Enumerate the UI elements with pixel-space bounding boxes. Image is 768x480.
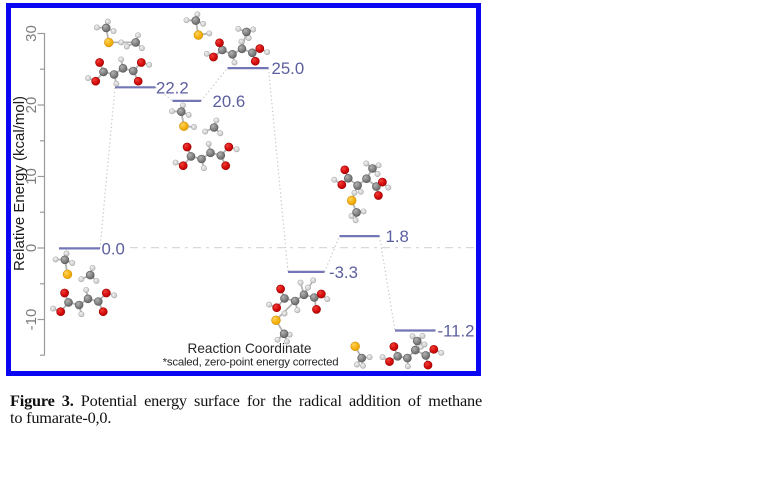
svg-text:20.6: 20.6 xyxy=(213,92,246,111)
svg-text:30: 30 xyxy=(23,25,40,42)
svg-text:-11.2: -11.2 xyxy=(438,322,475,341)
svg-text:0.0: 0.0 xyxy=(102,239,125,258)
svg-text:25.0: 25.0 xyxy=(272,59,305,78)
svg-text:20: 20 xyxy=(23,97,40,114)
svg-text:1.8: 1.8 xyxy=(386,227,409,246)
svg-text:-10: -10 xyxy=(23,309,40,331)
svg-text:-3.3: -3.3 xyxy=(329,263,358,282)
svg-text:*scaled, zero-point energy cor: *scaled, zero-point energy corrected xyxy=(163,357,339,369)
svg-text:0: 0 xyxy=(23,244,40,252)
svg-text:Reaction Coordinate: Reaction Coordinate xyxy=(188,341,312,356)
svg-text:10: 10 xyxy=(23,168,40,185)
svg-text:22.2: 22.2 xyxy=(156,78,189,97)
svg-text:Relative Energy (kcal/mol): Relative Energy (kcal/mol) xyxy=(11,96,28,271)
